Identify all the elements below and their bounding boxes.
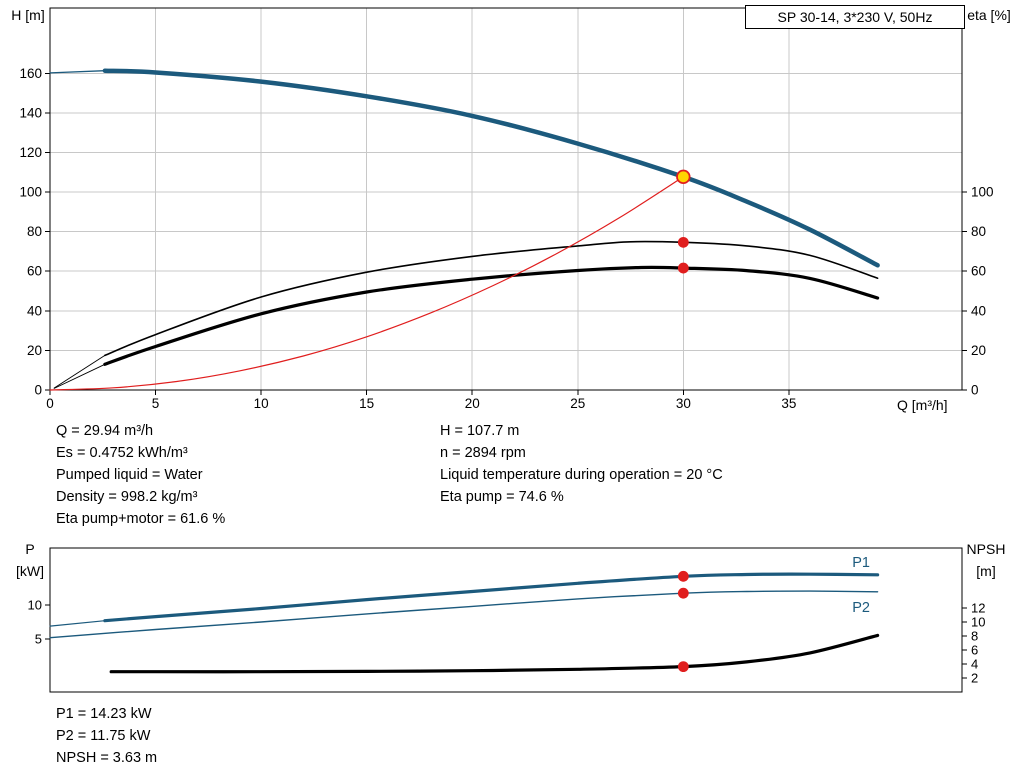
x-tick-label: 25	[570, 396, 585, 411]
y-left-tick-label: 80	[27, 224, 42, 239]
eta-pump-curve	[104, 240, 879, 357]
eta-pump-motor-lead	[53, 363, 106, 389]
info-line-p1: P1 = 14.23 kW	[56, 706, 152, 722]
y-right-tick-label: 20	[971, 343, 986, 358]
y-left-tick-label: 20	[27, 343, 42, 358]
series-label-p1: P1	[852, 555, 870, 571]
operating-data-right: H = 107.7 m n = 2894 rpm Liquid temperat…	[440, 420, 723, 508]
p2-curve	[49, 590, 879, 639]
info-line-q: Q = 29.94 m³/h	[56, 423, 154, 439]
info-line-density: Density = 998.2 kg/m³	[56, 489, 198, 505]
y-right-tick-label: 0	[971, 383, 979, 398]
y-left-tick-label: 140	[19, 105, 42, 120]
info-line-es: Es = 0.4752 kWh/m³	[56, 445, 188, 461]
x-tick-label: 15	[359, 396, 374, 411]
plot-border	[49, 547, 963, 693]
p2-point	[677, 587, 689, 599]
y-left-tick-label: 40	[27, 303, 42, 318]
y-left-tick-label: 60	[27, 264, 42, 279]
y-right-tick-label: 100	[971, 185, 994, 200]
y-right-tick-label: 2	[971, 671, 978, 686]
y-left-tick-label: 0	[34, 383, 42, 398]
info-line-temp: Liquid temperature during operation = 20…	[440, 467, 723, 483]
info-line-npsh: NPSH = 3.63 m	[56, 750, 158, 766]
eta-pump-motor-curve	[103, 265, 880, 366]
q-axis-label: Q [m³/h]	[897, 397, 948, 413]
pump-title-box: SP 30-14, 3*230 V, 50Hz	[745, 5, 965, 29]
p-axis-label: P [kW]	[16, 541, 44, 579]
y-left-tick-label: 120	[19, 145, 42, 160]
series-label-p2: P2	[852, 600, 870, 616]
y-right-tick-label: 60	[971, 264, 986, 279]
y-right-tick-label: 80	[971, 224, 986, 239]
operating-data-left: Q = 29.94 m³/h Es = 0.4752 kWh/m³ Pumped…	[56, 420, 225, 530]
info-line-eta: Eta pump = 74.6 %	[440, 489, 564, 505]
eta-pump-lead	[53, 354, 106, 389]
hq-eta-chart: 0 5 10 15 20 25 30 35 0 20 40 60 80 100 120 140 160 0 20 40…	[19, 7, 994, 411]
y-left-tick-label: 10	[28, 598, 42, 613]
x-tick-label: 0	[46, 396, 54, 411]
npsh-point	[677, 661, 689, 673]
x-tick-label: 20	[465, 396, 480, 411]
x-tick-label: 35	[781, 396, 796, 411]
y-left-tick-label: 160	[19, 66, 42, 81]
duty-point	[676, 169, 691, 185]
eta-pump-motor-point	[677, 262, 689, 274]
y-right-tick-label: 10	[971, 615, 985, 630]
x-tick-label: 30	[676, 396, 691, 411]
p1-point	[677, 570, 689, 582]
eta-pump-point	[677, 236, 689, 248]
info-line-h: H = 107.7 m	[440, 423, 520, 439]
power-data: P1 = 14.23 kW P2 = 11.75 kW NPSH = 3.63 …	[56, 703, 157, 769]
plot-border	[49, 7, 963, 391]
info-line-n: n = 2894 rpm	[440, 445, 526, 461]
h-curve-lead	[49, 70, 106, 74]
p1-curve-lead	[49, 620, 106, 627]
info-line-eta-pm: Eta pump+motor = 61.6 %	[56, 511, 226, 527]
y-right-tick-label: 12	[971, 601, 985, 616]
x-tick-label: 5	[152, 396, 160, 411]
y-right-tick-label: 8	[971, 629, 978, 644]
y-left-tick-label: 5	[35, 632, 42, 647]
x-tick-label: 10	[254, 396, 269, 411]
y-right-tick-label: 4	[971, 657, 978, 672]
h-axis-label: H [m]	[11, 7, 45, 23]
info-line-p2: P2 = 11.75 kW	[56, 728, 151, 744]
y-left-tick-label: 100	[19, 185, 42, 200]
npsh-curve	[109, 633, 880, 674]
eta-axis-label: eta [%]	[967, 7, 1011, 23]
p1-curve	[103, 572, 880, 623]
info-line-liquid: Pumped liquid = Water	[56, 467, 203, 483]
y-right-tick-label: 40	[971, 303, 986, 318]
system-curve	[49, 176, 684, 391]
npsh-axis-label: NPSH [m]	[966, 541, 1006, 579]
h-curve	[102, 68, 880, 268]
y-right-tick-label: 6	[971, 643, 978, 658]
